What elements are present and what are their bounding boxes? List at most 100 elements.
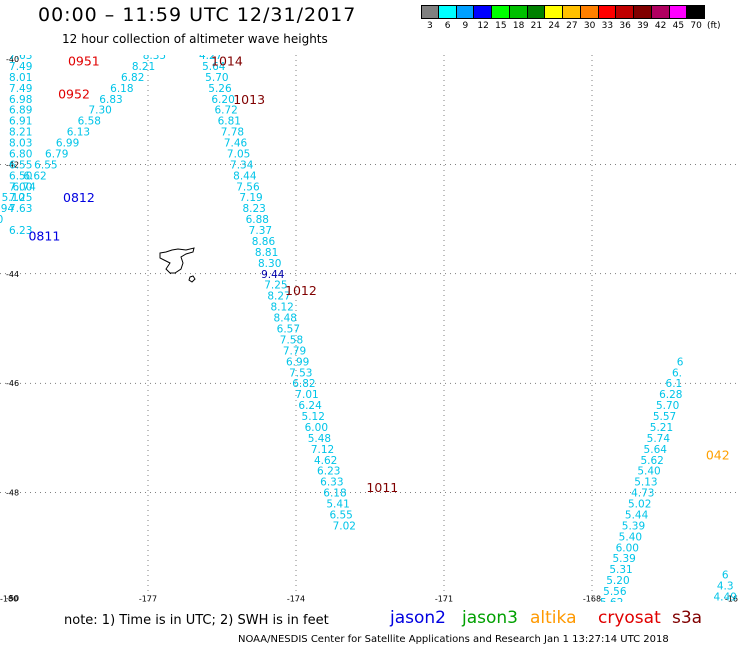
pass-time-labels: 0951 0952 0812 0811 1014 1013 1012 1011 042 — [28, 53, 730, 495]
swh-value: 6.99 — [286, 356, 309, 368]
axis-ticks: -40 -42 -44 -46 -48 -50-180 -177 -174 -171 -168 -1… — [0, 55, 738, 604]
swh-value: 6.13 — [67, 127, 90, 139]
legend-bin: 18 — [509, 5, 528, 31]
swh-value: 7.02 — [333, 520, 356, 532]
lon-tick-label: -16 — [725, 595, 738, 603]
legend-bin: 27 — [563, 5, 581, 31]
legend-bin: 15 — [492, 5, 510, 31]
swh-value: 6.57 — [277, 324, 300, 336]
swh-value: 7.30 — [88, 105, 111, 117]
swh-value: 5.40 — [637, 466, 660, 478]
swh-value: 6.88 — [246, 214, 269, 226]
lat-tick-label: -50 — [6, 594, 19, 602]
legend-swatch — [545, 5, 563, 19]
legend-label: 9 — [462, 21, 469, 31]
grid-lines — [0, 55, 740, 602]
swh-value: 7.49 — [9, 83, 32, 95]
legend-label: 6 — [444, 21, 451, 31]
swh-value: 5.20 — [606, 575, 629, 587]
lat-tick-label: -44 — [6, 270, 19, 279]
swh-value: 8.21 — [9, 127, 32, 139]
swh-value: 5.64 — [202, 61, 226, 73]
swh-value: 7.49 — [9, 61, 32, 73]
swh-value: 5.21 — [650, 422, 673, 434]
legend-bin: 42 — [651, 5, 670, 31]
swh-value: 5.62 — [640, 455, 663, 467]
swh-value: 7.56 — [236, 181, 260, 193]
swh-value: 6.99 — [56, 138, 79, 150]
swh-value: 6.83 — [99, 94, 122, 106]
swh-value: 7.37 — [249, 225, 272, 237]
chart-subtitle: 12 hour collection of altimeter wave hei… — [62, 32, 328, 46]
legend-bin: 70 — [687, 5, 705, 31]
swh-value: 5.56 — [603, 586, 627, 598]
legend-swatch — [634, 5, 652, 19]
legend-label: 70 — [690, 21, 702, 31]
swh-value: 8.01 — [9, 72, 32, 84]
legend-bin: 12 — [474, 5, 492, 31]
swh-value: 8.23 — [242, 203, 265, 215]
swh-value: 8.81 — [255, 247, 278, 259]
swh-value: 6.24 — [298, 400, 322, 412]
land-outline — [159, 247, 196, 283]
color-legend: 3 6 9 12 15 18 21 24 27 30 33 36 39 42 45 70 — [421, 5, 705, 31]
swh-value: 6.62 — [23, 170, 46, 182]
swh-value: 7.58 — [280, 334, 303, 346]
swh-value: 7.46 — [224, 138, 248, 150]
lat-tick-label: -46 — [6, 379, 19, 388]
map-canvas: -40 -42 -44 -46 -48 -50-180 -177 -174 -171 -168 -1… — [0, 50, 740, 609]
swh-value: 6.28 — [659, 389, 682, 401]
altimeter-tracks: 7.637.498.017.496.986.896.918.218.036.80… — [0, 50, 737, 609]
swh-value: 7.05 — [227, 148, 250, 160]
swh-value: 6.00 — [616, 542, 639, 554]
swh-value: 6.80 — [9, 148, 32, 160]
lon-tick-label: -174 — [287, 595, 305, 603]
swh-value: 5.12 — [302, 411, 325, 423]
swh-value: 4.62 — [314, 455, 337, 467]
swh-value: 7.00 — [9, 181, 32, 193]
legend-swatch — [669, 5, 688, 19]
pitt-island — [188, 275, 196, 283]
legend-swatch — [598, 5, 617, 19]
legend-swatch — [563, 5, 581, 19]
satellite-name: jason3 — [462, 608, 518, 628]
swh-value: 5.13 — [634, 477, 657, 489]
swh-value: 7.63 — [9, 203, 32, 215]
swh-value: 6.23 — [317, 466, 340, 478]
swh-value: 8.03 — [9, 138, 32, 150]
swh-value: 8.30 — [258, 258, 281, 270]
legend-bin: 36 — [616, 5, 634, 31]
legend-units: (ft) — [707, 21, 721, 31]
swh-value: 6.91 — [9, 116, 32, 128]
legend-bin: 6 — [438, 5, 457, 31]
pass-time-label: 0812 — [63, 190, 95, 205]
satellite-name: cryosat — [598, 608, 661, 628]
swh-value: 6.55 — [329, 509, 352, 521]
swh-value: 6.23 — [9, 225, 32, 237]
legend-label: 3 — [427, 21, 433, 31]
swh-value: 6. — [672, 367, 682, 379]
legend-label: 42 — [654, 21, 667, 31]
swh-value: 5.26 — [208, 83, 232, 95]
legend-swatch — [421, 5, 439, 19]
lon-tick-label: -180 — [0, 595, 18, 603]
swh-value: 7.25 — [9, 192, 32, 204]
swh-value: 8.21 — [132, 61, 155, 73]
legend-label: 30 — [583, 21, 596, 31]
swh-value: 5.57 — [653, 411, 676, 423]
swh-value: 7.79 — [283, 345, 306, 357]
pass-time-label: 1012 — [285, 283, 317, 298]
swh-value: 6.74 — [12, 181, 36, 193]
legend-label: 36 — [619, 21, 631, 31]
swh-value: 5.39 — [612, 553, 635, 565]
pass-time-label: 1014 — [211, 55, 243, 68]
legend-bin: 21 — [527, 5, 546, 31]
swh-value: 6.18 — [323, 488, 346, 500]
legend-label: 24 — [548, 21, 560, 31]
swh-value: 7.01 — [295, 389, 318, 401]
swh-value: 6.98 — [9, 94, 32, 106]
swh-value: 4.3 — [717, 581, 734, 593]
swh-value: 6.79 — [45, 148, 68, 160]
pass-time-label: 042 — [706, 447, 730, 462]
legend-label: 33 — [601, 21, 614, 31]
